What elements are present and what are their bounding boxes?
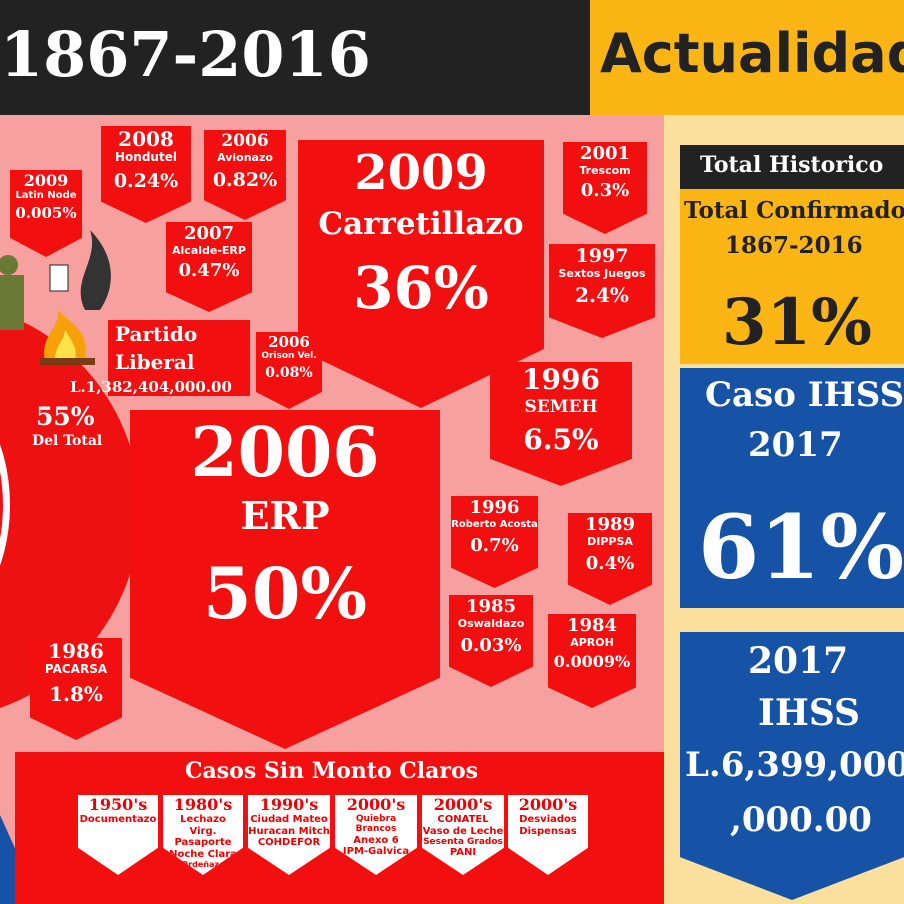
partido-label-box bbox=[108, 320, 250, 396]
partido-percent-label: Del Total bbox=[32, 433, 103, 449]
sin-monto-title: Casos Sin Monto Claros bbox=[185, 758, 479, 784]
actualidad-title: Actualidad bbox=[600, 22, 904, 85]
page-title: 1867-2016 bbox=[0, 18, 371, 91]
case-erp: 2006 ERP 50% bbox=[130, 410, 440, 749]
partido-name-1: Partido bbox=[115, 322, 198, 346]
case-orison-vel: 2006 Orison Vel. 0.08% bbox=[256, 332, 322, 409]
case-dippsa: 1989 DIPPSA 0.4% bbox=[568, 513, 652, 605]
total-historico-label: Total Historico bbox=[700, 152, 884, 178]
ihss-percent: 61% bbox=[698, 495, 904, 599]
ihss-amount-shield bbox=[680, 632, 904, 900]
total-confirmado-box bbox=[680, 189, 904, 364]
partido-amount: L.1,382,404,000.00 bbox=[70, 378, 232, 396]
actualidad-header bbox=[590, 0, 904, 115]
ihss-amount-line2: ,000.00 bbox=[730, 800, 872, 840]
person-icon bbox=[0, 255, 18, 275]
case-pacarsa: 1986 PACARSA 1.8% bbox=[30, 638, 122, 740]
historic-percent: 31% bbox=[722, 285, 872, 360]
ihss-label: IHSS bbox=[758, 692, 861, 734]
case-roberto-acosta: 1996 Roberto Acosta 0.7% bbox=[451, 496, 538, 588]
partido-percent: 55% bbox=[36, 402, 95, 431]
case-avionazo: 2006 Avionazo 0.82% bbox=[204, 130, 286, 220]
caso-ihss-year: 2017 bbox=[748, 425, 843, 465]
partido-name-2: Liberal bbox=[115, 350, 195, 374]
header-bar bbox=[0, 0, 590, 115]
ihss-amount-line1: L.6,399,000 bbox=[685, 745, 904, 785]
total-range: 1867-2016 bbox=[725, 232, 863, 259]
case-sextos-juegos: 1997 Sextos Juegos 2.4% bbox=[549, 244, 655, 338]
smoke-icon bbox=[80, 230, 111, 310]
total-confirmado-label: Total Confirmado bbox=[684, 197, 904, 224]
case-semeh: 1996 SEMEH 6.5% bbox=[490, 362, 632, 486]
caso-ihss-box bbox=[680, 368, 904, 608]
case-alcalde-erp: 2007 Alcalde-ERP 0.47% bbox=[166, 222, 252, 312]
total-historico-bar bbox=[680, 145, 904, 189]
case-aproh: 1984 APROH 0.0009% bbox=[548, 614, 636, 708]
ihss-year-2: 2017 bbox=[748, 640, 849, 682]
case-hondutel: 2008 Hondutel 0.24% bbox=[101, 126, 191, 223]
case-latin-node: 2009 Latin Node 0.005% bbox=[10, 170, 82, 257]
cartoon-illustration bbox=[0, 230, 111, 365]
case-trescom: 2001 Trescom 0.3% bbox=[563, 142, 647, 234]
caso-ihss-label: Caso IHSS bbox=[705, 375, 904, 415]
case-oswaldazo: 1985 Oswaldazo 0.03% bbox=[449, 595, 533, 687]
